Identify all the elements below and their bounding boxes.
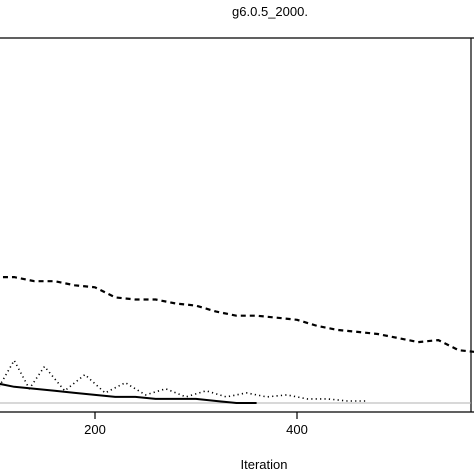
x-tick-label-400: 400: [286, 422, 308, 437]
series-line-dotted: [0, 359, 368, 402]
series-line-solid: [0, 382, 257, 404]
series-line-dashed: [0, 276, 474, 353]
x-tick-label-200: 200: [84, 422, 106, 437]
x-axis: 200 400: [84, 412, 308, 437]
x-axis-label: Iteration: [241, 457, 288, 472]
chart-title: g6.0.5_2000.: [232, 4, 308, 19]
series-layer: [0, 276, 474, 404]
